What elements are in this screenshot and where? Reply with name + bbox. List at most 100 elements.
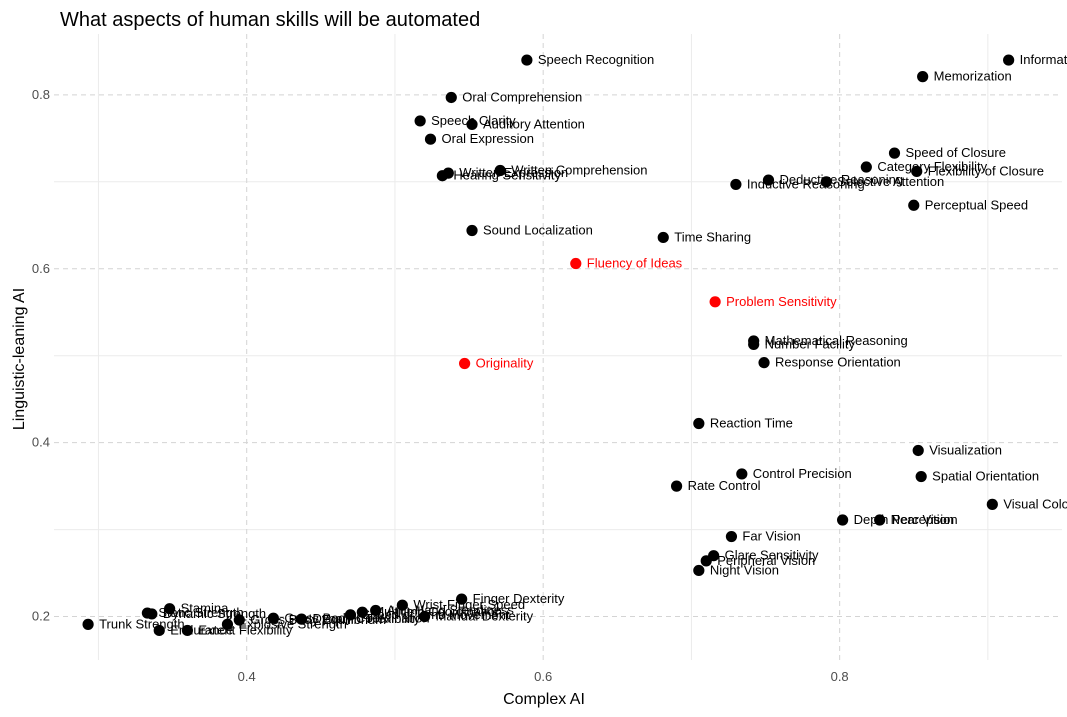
data-label: Spatial Orientation xyxy=(932,469,1039,484)
data-label: Sound Localization xyxy=(483,222,593,237)
data-label: Fluency of Ideas xyxy=(587,256,683,271)
data-label: Peripheral Vision xyxy=(717,553,815,568)
data-point xyxy=(164,603,176,615)
data-label: Auditory Attention xyxy=(483,116,585,131)
data-label: Far Vision xyxy=(742,529,800,544)
x-tick-label: 0.8 xyxy=(831,669,849,684)
data-label: Rate Control xyxy=(688,478,761,493)
data-label: Arm-Hand Steadiness xyxy=(387,602,515,617)
data-label: Visual Color Discrimination xyxy=(1003,496,1067,511)
data-label: Written Comprehension xyxy=(511,163,647,178)
data-label: Problem Sensitivity xyxy=(726,294,837,309)
data-label: Time Sharing xyxy=(674,229,751,244)
data-label: Gross Body Equilibrium xyxy=(250,612,386,627)
y-axis-ticks: 0.2 0.4 0.6 0.8 xyxy=(32,87,50,624)
data-point xyxy=(709,296,721,308)
data-label: Selective Attention xyxy=(837,174,944,189)
y-tick-label: 0.8 xyxy=(32,87,50,102)
data-label: Perceptual Speed xyxy=(925,197,1028,212)
data-label: Speed of Limb Movement xyxy=(361,607,510,622)
data-point xyxy=(181,624,194,637)
data-point xyxy=(911,165,923,177)
data-label: Depth Perception xyxy=(854,512,954,527)
data-point xyxy=(888,147,901,159)
data-point xyxy=(436,170,448,182)
data-point xyxy=(874,514,886,526)
data-point xyxy=(725,530,738,543)
data-point xyxy=(221,618,234,630)
data-label: Deductive Reasoning xyxy=(779,172,903,187)
y-tick-label: 0.6 xyxy=(32,261,50,276)
data-point xyxy=(521,54,533,66)
data-point xyxy=(820,176,832,188)
data-point xyxy=(758,357,770,369)
data-point xyxy=(986,498,998,510)
data-label: Dynamic Flexibility xyxy=(313,611,421,626)
data-point xyxy=(466,118,478,131)
data-point xyxy=(418,610,431,623)
data-point xyxy=(414,115,426,127)
data-label: Response Orientation xyxy=(775,355,901,370)
data-point xyxy=(1003,54,1015,66)
grid-lines xyxy=(54,34,1062,660)
data-label: Explosive Strength xyxy=(238,616,346,631)
data-label: Multilimb Coordination xyxy=(373,604,502,619)
x-tick-label: 0.6 xyxy=(534,669,552,684)
data-label: Category Flexibility xyxy=(877,159,987,174)
data-label: Speech Recognition xyxy=(538,52,654,67)
data-point xyxy=(700,555,712,567)
data-label: Inductive Reasoning xyxy=(747,176,865,191)
data-point xyxy=(670,480,683,492)
data-point xyxy=(860,161,872,173)
data-point xyxy=(837,514,849,526)
data-point xyxy=(146,608,158,620)
data-point xyxy=(267,612,279,624)
x-tick-label: 0.4 xyxy=(238,669,256,684)
data-point xyxy=(459,357,471,370)
data-point xyxy=(693,564,705,577)
data-point xyxy=(396,599,408,611)
data-label: Wrist-Finger Speed xyxy=(413,597,525,612)
data-point xyxy=(456,593,468,605)
data-label: Oral Expression xyxy=(442,131,534,146)
data-label: Memorization xyxy=(934,69,1012,84)
data-label: Night Vision xyxy=(710,562,779,577)
data-label: Dynamic Strength xyxy=(163,606,266,621)
data-point xyxy=(912,444,924,457)
data-label: Number Facility xyxy=(765,336,856,351)
data-point xyxy=(657,231,669,244)
y-tick-label: 0.2 xyxy=(32,609,50,624)
data-points xyxy=(82,54,1015,637)
data-label: Stamina xyxy=(181,601,229,616)
data-label: Reaction Time xyxy=(710,416,793,431)
data-label: Finger Dexterity xyxy=(473,591,565,606)
data-label: Originality xyxy=(476,356,534,371)
data-point xyxy=(693,417,705,430)
data-label: Written Expression xyxy=(459,165,568,180)
data-label: Manual Dexterity xyxy=(436,609,534,624)
data-point xyxy=(917,71,929,83)
data-point xyxy=(570,257,582,270)
data-label: Hearing Sensitivity xyxy=(453,168,561,183)
data-label: Endurance xyxy=(170,622,233,637)
data-label: Oral Comprehension xyxy=(462,89,582,104)
data-point xyxy=(736,468,748,480)
data-label: Glare Sensitivity xyxy=(725,548,819,563)
data-labels: Speech Recognition Information Ordering Me… xyxy=(99,52,1067,637)
data-label: Flexibility of Closure xyxy=(928,163,1044,178)
data-label: Control Precision xyxy=(753,466,852,481)
data-point xyxy=(153,624,165,637)
data-label: Trunk Strength xyxy=(99,616,185,631)
data-label: Near Vision xyxy=(891,512,958,527)
y-tick-label: 0.4 xyxy=(32,435,50,450)
data-point xyxy=(82,618,94,630)
data-point xyxy=(424,133,437,145)
data-point xyxy=(748,338,760,350)
data-point xyxy=(356,606,368,618)
data-label: Mathematical Reasoning xyxy=(765,333,908,348)
data-point xyxy=(915,470,927,483)
chart-title: What aspects of human skills will be aut… xyxy=(60,9,480,31)
data-point xyxy=(466,224,478,237)
x-axis-ticks: 0.4 0.6 0.8 xyxy=(238,669,849,684)
